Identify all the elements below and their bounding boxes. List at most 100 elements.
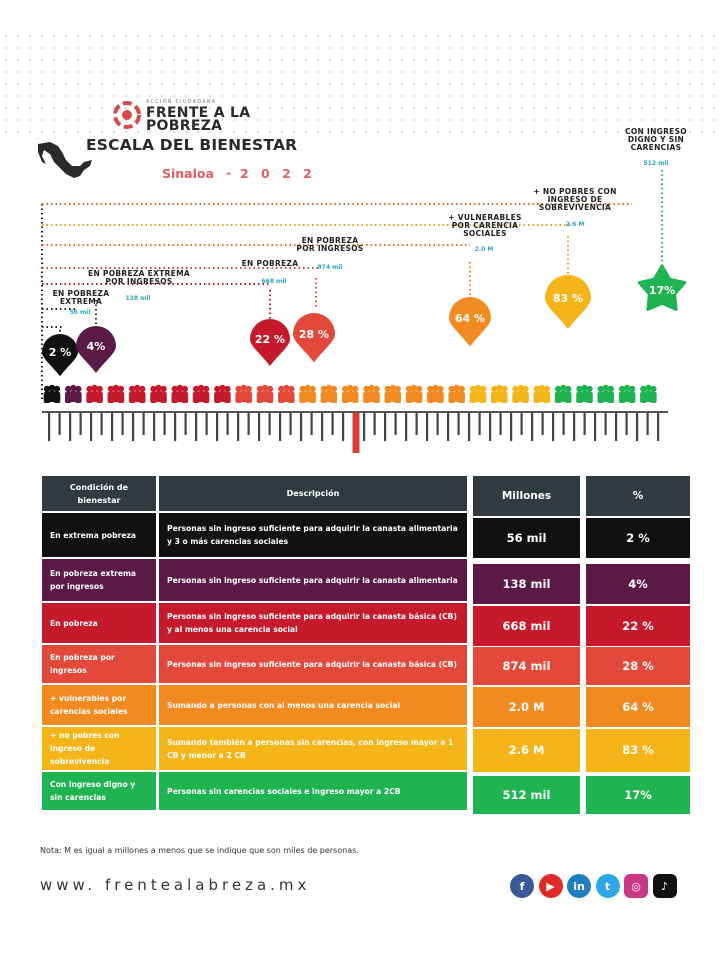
ruler-tick [321, 413, 324, 441]
marker-pin [293, 313, 335, 363]
marker-value-label: 17% [649, 284, 675, 297]
marker-pin [545, 275, 591, 330]
ruler-tick [268, 413, 271, 435]
ruler-tick [657, 413, 660, 441]
instagram-icon[interactable]: ◎ [624, 874, 648, 898]
cell-millions: 2.6 M [473, 729, 580, 772]
ruler-tick [436, 413, 439, 435]
callout-label-extrema: EN POBREZA EXTREMA [52, 289, 110, 306]
callout-value-pobreza-ingresos: 874 mil [317, 264, 343, 271]
ruler-tick [562, 413, 565, 435]
ruler-tick [583, 413, 586, 435]
ruler-tick [373, 413, 376, 435]
cell-condition: + no pobres con ingreso de sobrevivencia [42, 727, 156, 770]
cell-millions: 668 mil [473, 606, 580, 646]
person-group-icon [192, 384, 210, 403]
ruler-tick [552, 413, 555, 441]
ruler-tick [142, 413, 145, 435]
person-group-icon [618, 384, 636, 403]
ruler-tick [468, 413, 471, 441]
cell-millions: 2.0 M [473, 687, 580, 727]
person-group-icon [150, 384, 167, 403]
ruler-tick [384, 413, 387, 441]
ruler-tick [310, 413, 313, 435]
cell-millions: 512 mil [473, 776, 580, 814]
marker-value-label: 4% [87, 340, 106, 353]
facebook-icon[interactable]: f [510, 874, 534, 898]
cell-condition: En pobreza extrema por ingresos [42, 559, 156, 601]
mexico-map-icon [38, 142, 92, 178]
person-group-icon [320, 384, 338, 403]
marker-pin [42, 334, 78, 377]
ruler-tick [489, 413, 492, 441]
state-name: Sinaloa [162, 166, 214, 181]
ruler-tick [447, 413, 450, 441]
person-group-icon [128, 384, 146, 403]
ruler-tick [195, 413, 198, 441]
ruler-tick [625, 413, 628, 435]
twitter-icon[interactable]: t [595, 874, 620, 898]
cell-condition: + vulnerables por carencias sociales [42, 685, 156, 725]
person-group-icon [278, 384, 295, 403]
ruler-tick [636, 413, 639, 441]
callout-label-pobreza-ingresos: EN POBREZA POR INGRESOS [296, 236, 364, 253]
ruler-tick [478, 413, 481, 435]
ruler-tick [300, 413, 303, 441]
person-group-icon [640, 384, 657, 403]
person-group-icon [576, 384, 593, 403]
ruler-tick [132, 413, 135, 441]
ruler-tick [426, 413, 429, 441]
header-condition: Condición de bienestar [42, 476, 156, 511]
ruler-tick [90, 413, 93, 441]
logo: ACCIÓN CIUDADANA FRENTE A LA POBREZA [112, 98, 272, 134]
ruler-tick [394, 413, 397, 435]
cell-description: Personas sin carencias sociales e ingres… [159, 772, 467, 810]
callout-label-extrema-ingresos: EN POBREZA EXTREMA POR INGRESOS [88, 269, 190, 286]
ruler-tick [216, 413, 219, 441]
person-group-icon [405, 384, 423, 403]
cell-description: Personas sin ingreso suficiente para adq… [159, 603, 467, 643]
ruler-tick [205, 413, 208, 435]
marker-pin [449, 297, 491, 347]
page-title: ESCALA DEL BIENESTAR [86, 136, 298, 154]
person-group-icon [427, 384, 444, 403]
cell-percent: 64 % [586, 687, 690, 727]
ruler-tick [531, 413, 534, 441]
cell-percent: 83 % [586, 729, 690, 772]
callout-value-extrema: 56 mil [69, 309, 91, 316]
callout-value-extrema-ingresos: 138 mil [125, 295, 151, 302]
tiktok-icon[interactable]: ♪ [652, 874, 677, 898]
person-group-icon [235, 384, 252, 403]
youtube-icon[interactable]: ▶ [538, 874, 563, 898]
marker-value-label: 2 % [49, 346, 72, 359]
person-group-icon [107, 384, 125, 403]
logo-mark-icon [113, 101, 141, 129]
linkedin-icon[interactable]: in [567, 874, 591, 898]
cell-millions: 138 mil [473, 564, 580, 604]
wellbeing-scale-chart: 2 % 4% 22 % 28 % 64 % 83 % 17% [41, 170, 687, 453]
ruler-tick [48, 413, 51, 441]
ruler-tick [58, 413, 61, 435]
year: 2 0 2 2 [240, 166, 316, 181]
person-group-icon [363, 384, 380, 403]
ruler-tick [289, 413, 292, 435]
person-group-icon [597, 384, 615, 403]
person-group-icon [214, 384, 231, 403]
website-link[interactable]: www. frentealabreza.mx [40, 876, 311, 894]
cell-description: Personas sin ingreso suficiente para adq… [159, 559, 467, 601]
person-group-icon [171, 384, 189, 403]
marker-value-label: 28 % [299, 328, 329, 341]
person-group-icon [533, 384, 551, 403]
cell-percent: 17% [586, 776, 690, 814]
callout-label-digno: CON INGRESO DIGNO Y SIN CARENCIAS [625, 127, 687, 152]
person-group-icon [256, 384, 274, 403]
ruler-tick [79, 413, 82, 435]
ruler-tick [646, 413, 649, 435]
person-group-icon [86, 384, 103, 403]
person-group-icon [554, 384, 572, 403]
header-millions: Millones [473, 476, 580, 516]
cell-condition: En extrema pobreza [42, 513, 156, 557]
marker-pin [76, 326, 116, 373]
ruler-tick [615, 413, 618, 441]
cell-description: Sumando también a personas sin carencias… [159, 727, 467, 770]
